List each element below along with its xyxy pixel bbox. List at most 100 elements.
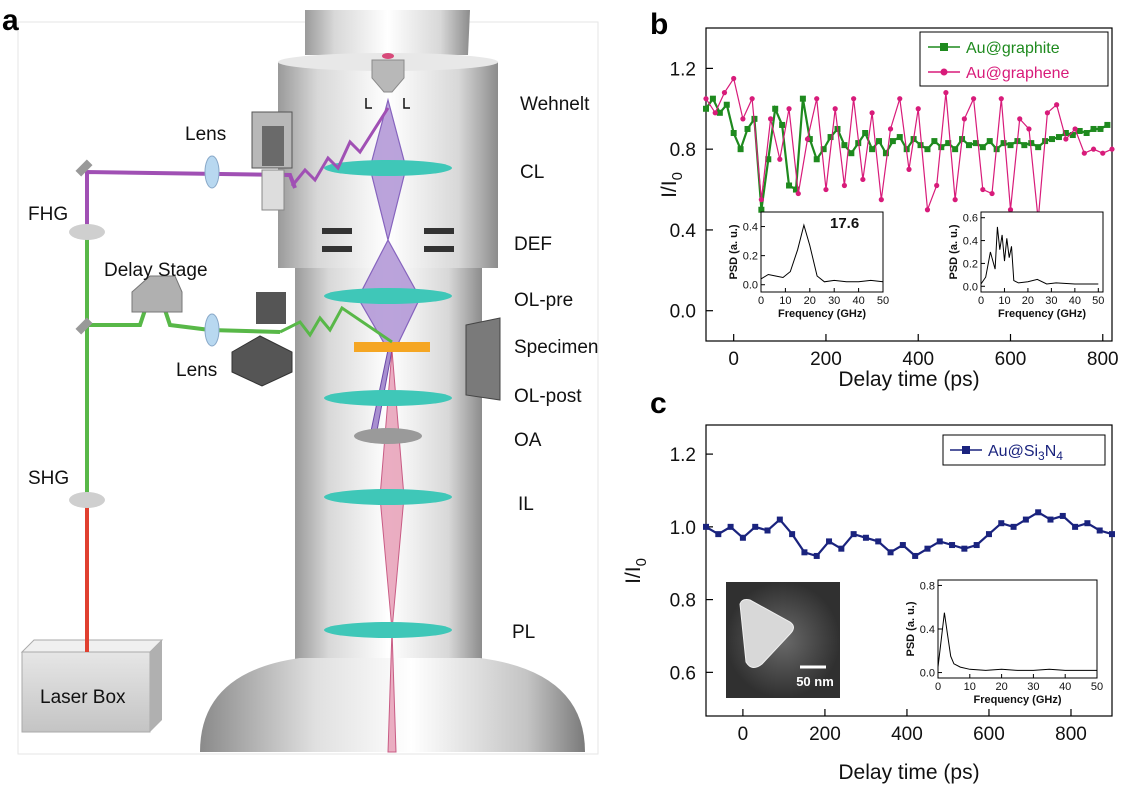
data-point: [730, 130, 737, 137]
green-beam-zigzag: [279, 305, 393, 344]
label-specimen: Specimen: [514, 337, 599, 358]
chart-c-inset: 0 10 20 30 40 50 0.0 0.4 0.8 Frequency (GHz) PSD (…: [905, 579, 1103, 706]
data-point: [737, 146, 744, 153]
y-tick-label: 0.6: [670, 663, 696, 684]
label-wehnelt: Wehnelt: [520, 94, 590, 115]
inset-frame: [760, 211, 884, 293]
data-point: [1096, 527, 1103, 534]
data-point: [727, 523, 734, 530]
inset-x-tick-label: 10: [779, 295, 791, 307]
inset-y-tick-label: 0.0: [743, 280, 758, 292]
chart-b-legend: Au@graphite Au@graphene: [919, 31, 1109, 87]
data-point: [1062, 130, 1069, 137]
data-point: [767, 116, 774, 122]
emitter-tip: [371, 59, 405, 93]
chart-c-ylabel: I/I0: [622, 558, 650, 584]
chart-b-inset-2: 0 10 20 30 40 50 0.0 0.2 0.4 0.6 Frequency (GHz) PS…: [948, 211, 1104, 320]
data-point: [931, 138, 938, 145]
data-point: [776, 516, 783, 523]
data-point: [813, 156, 820, 163]
svg-text:I/I0: I/I0: [622, 558, 650, 584]
svg-text:I/I0: I/I0: [658, 172, 686, 198]
label-lens-bottom: Lens: [176, 360, 217, 381]
uv-beam-zigzag: [290, 107, 390, 187]
data-point: [777, 156, 783, 162]
data-point: [848, 150, 855, 157]
data-point: [1017, 116, 1023, 122]
label-il: IL: [518, 494, 534, 515]
data-point: [1028, 140, 1035, 147]
x-tick-label: 0: [738, 724, 749, 745]
inset-x-tick-label: 20: [1022, 295, 1034, 307]
label-def: DEF: [514, 234, 552, 255]
data-point: [887, 549, 894, 556]
data-point: [827, 134, 834, 141]
inset-ylabel: PSD (a. u.): [905, 601, 917, 656]
chart-c-series: [703, 509, 1115, 559]
data-point: [896, 134, 903, 141]
shg-crystal: [69, 492, 105, 508]
injection-optic-top-body: [262, 126, 284, 166]
label-fhg: FHG: [28, 204, 68, 225]
data-point: [1081, 150, 1087, 156]
x-tick-label: 600: [995, 349, 1027, 370]
data-point: [1049, 136, 1056, 143]
panel-a-schematic: Wehnelt CL DEF OL-pre Specimen OL-post O…: [17, 10, 599, 755]
inset-x-tick-label: 10: [964, 681, 976, 693]
sem-image-inset: 50 nm: [726, 582, 840, 698]
delay-stage: [131, 275, 183, 313]
camera-bottom: [231, 335, 293, 387]
inset-x-tick-label: 30: [1027, 681, 1039, 693]
data-point: [1097, 125, 1104, 132]
inset-y-tick-label: 0.6: [963, 213, 978, 225]
chart-b-ylabel-main: I/I: [658, 180, 681, 198]
data-point: [786, 106, 792, 112]
inset-x-tick-label: 50: [877, 295, 889, 307]
chart-c-ylabel-main: I/I: [622, 566, 645, 584]
chart-b-ylabel-sub: 0: [669, 172, 686, 180]
legend-si3n4-part2: N: [1045, 443, 1057, 460]
label-shg: SHG: [28, 468, 69, 489]
data-point: [792, 186, 799, 193]
data-point: [1021, 142, 1028, 149]
data-point: [952, 197, 958, 203]
legend-si3n4-sub1: 3: [1038, 449, 1045, 463]
data-point: [869, 146, 876, 153]
data-point: [915, 106, 921, 112]
data-point: [795, 190, 801, 197]
legend-box: [919, 31, 1109, 87]
chart-c-ylabel-sub: 0: [633, 558, 650, 566]
y-tick-label: 1.2: [670, 59, 696, 80]
inset-x-tick-label: 10: [998, 295, 1010, 307]
data-point: [1000, 140, 1007, 147]
data-point: [712, 110, 718, 116]
data-point: [973, 542, 980, 549]
scale-bar-label: 50 nm: [796, 674, 834, 689]
specimen-holder: [354, 342, 430, 352]
data-point: [1084, 520, 1091, 527]
label-cl: CL: [520, 162, 544, 183]
data-point: [841, 142, 848, 149]
data-point: [986, 138, 993, 145]
data-point: [826, 538, 833, 545]
data-point: [1022, 516, 1029, 523]
data-point: [1100, 150, 1106, 156]
data-point: [1083, 130, 1090, 137]
data-point: [851, 96, 857, 102]
data-point: [814, 96, 820, 102]
lens-pl: [324, 622, 452, 638]
chart-c-legend: Au@Si3N4: [942, 434, 1106, 466]
x-tick-label: 800: [1055, 724, 1087, 745]
inset-y-tick-label: 0.8: [920, 580, 935, 592]
data-point: [739, 534, 746, 541]
inset-x-tick-label: 50: [1091, 681, 1103, 693]
data-point: [876, 138, 883, 145]
data-point: [1072, 126, 1078, 132]
gun-top-cap: [305, 10, 470, 55]
data-point: [752, 523, 759, 530]
x-tick-label: 800: [1087, 349, 1119, 370]
data-point: [789, 531, 796, 538]
data-point: [906, 166, 912, 172]
data-point: [1047, 516, 1054, 523]
